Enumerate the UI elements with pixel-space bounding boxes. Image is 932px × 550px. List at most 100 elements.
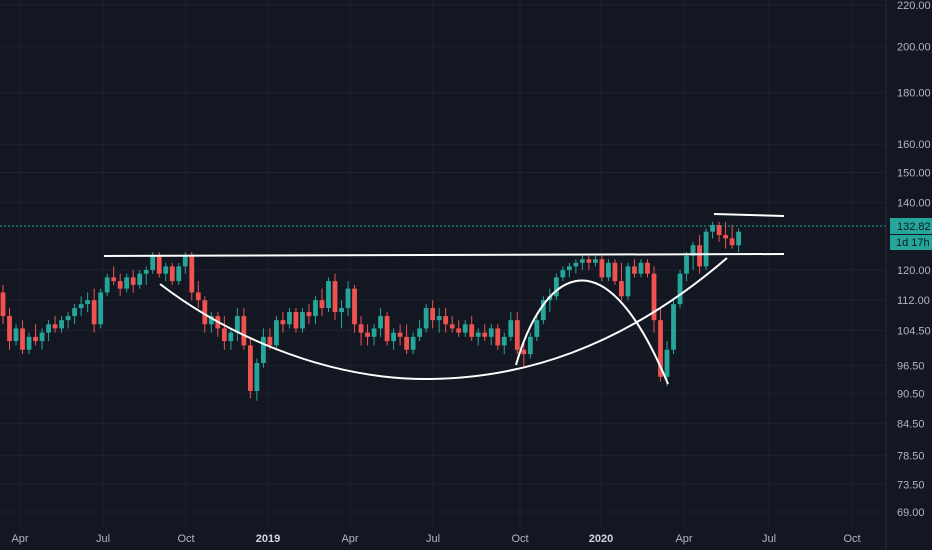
candle xyxy=(638,259,644,278)
candle-body xyxy=(85,300,91,305)
candle-body xyxy=(326,281,331,309)
candle xyxy=(488,324,494,346)
candle xyxy=(417,320,423,342)
candle-body xyxy=(638,262,644,274)
candle xyxy=(319,288,325,317)
candle-body xyxy=(371,328,377,337)
candle-body xyxy=(456,328,462,333)
candle xyxy=(599,255,605,282)
candle xyxy=(534,316,540,342)
candle-body xyxy=(130,277,136,285)
candle-body xyxy=(208,316,214,325)
candle-body xyxy=(697,245,702,267)
candle xyxy=(527,332,533,359)
candle-body xyxy=(345,288,351,309)
time-tick-label: Apr xyxy=(675,533,692,545)
candle-body xyxy=(261,336,266,364)
candle-body xyxy=(736,231,742,246)
candle-body xyxy=(729,238,735,246)
candle xyxy=(469,316,475,342)
candle xyxy=(573,259,579,274)
price-axis[interactable]: 220.00 200.00 180.00 160.00 150.00 140.00 120.… xyxy=(897,0,931,519)
price-tick-label: 220.00 xyxy=(897,0,931,12)
candle xyxy=(130,270,136,293)
price-tick-label: 78.50 xyxy=(897,451,925,463)
candle-body xyxy=(189,255,195,293)
candle xyxy=(137,270,143,289)
candle xyxy=(221,316,227,350)
candle xyxy=(0,284,6,325)
drawings xyxy=(103,213,785,385)
candle xyxy=(501,332,507,355)
candle xyxy=(261,328,266,368)
candle-body xyxy=(677,273,683,305)
candle-body xyxy=(306,312,312,317)
candle xyxy=(189,252,195,301)
candle-body xyxy=(586,259,592,263)
candle xyxy=(33,324,38,346)
candle-body xyxy=(7,316,12,342)
candle-body xyxy=(423,308,429,329)
candle xyxy=(553,273,559,301)
candle-body xyxy=(710,225,715,232)
candle-body xyxy=(352,288,357,325)
candle xyxy=(710,221,715,239)
candle-body xyxy=(664,349,670,377)
price-tick-label: 120.00 xyxy=(897,265,931,277)
candle xyxy=(59,316,64,333)
candle-body xyxy=(91,300,97,325)
candle xyxy=(358,316,364,346)
candle-body xyxy=(508,320,514,337)
candle xyxy=(443,308,449,333)
candle-body xyxy=(436,316,442,321)
candle-body xyxy=(78,304,84,309)
candle-body xyxy=(462,324,468,333)
candle xyxy=(332,273,338,321)
candle xyxy=(371,324,377,346)
candle xyxy=(293,308,299,333)
time-tick-label: Jul xyxy=(762,533,776,545)
candle xyxy=(397,324,403,346)
candle-body xyxy=(195,292,201,301)
candle-body xyxy=(658,320,663,377)
candle xyxy=(619,262,624,301)
candle xyxy=(391,328,396,350)
time-axis[interactable]: Apr Jul Oct 2019 Apr Jul Oct 2020 Apr Jul Oct xyxy=(11,533,860,545)
candle xyxy=(117,273,123,297)
candle xyxy=(163,262,169,282)
candle-body xyxy=(52,324,58,329)
candle-body xyxy=(527,336,533,355)
flag-top-line xyxy=(713,213,785,217)
candle-body xyxy=(501,336,507,346)
candle-body xyxy=(443,316,449,325)
candle xyxy=(280,312,286,333)
candle xyxy=(436,308,442,333)
candle-body xyxy=(566,266,572,271)
candle-body xyxy=(358,324,364,333)
candle-body xyxy=(287,312,292,325)
candle-body xyxy=(0,292,6,317)
candle xyxy=(241,308,247,350)
candle-body xyxy=(39,332,45,342)
time-tick-label: 2019 xyxy=(256,533,280,545)
candle-body xyxy=(72,308,78,317)
candle xyxy=(729,225,735,249)
candle xyxy=(462,320,468,337)
candle-body xyxy=(365,332,370,337)
candle xyxy=(52,316,58,333)
candle-body xyxy=(671,304,676,350)
candle xyxy=(20,320,25,355)
candle-body xyxy=(241,316,247,346)
candle xyxy=(651,266,657,333)
candle-body xyxy=(319,300,325,309)
time-tick-label: Apr xyxy=(341,533,358,545)
candle-body xyxy=(579,259,585,263)
time-tick-label: Apr xyxy=(11,533,28,545)
candles xyxy=(0,221,742,401)
candle-body xyxy=(267,336,273,346)
candle-body xyxy=(156,255,162,274)
candle-body xyxy=(625,266,631,297)
candle xyxy=(65,312,71,329)
